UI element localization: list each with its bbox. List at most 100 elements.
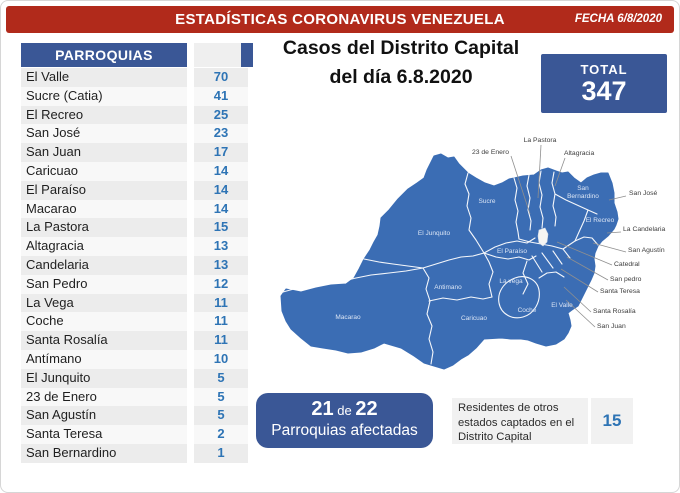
parish-count: 11	[194, 331, 248, 350]
leader-line	[606, 231, 622, 234]
total-value: 347	[581, 76, 627, 106]
map-inside-label: El Paraíso	[497, 248, 527, 255]
map-callout-label: San Agustín	[628, 247, 665, 254]
parish-count: 14	[194, 180, 248, 200]
parish-name: Santa Teresa	[21, 425, 187, 444]
row-gutter	[187, 275, 194, 294]
parish-count: 11	[194, 312, 248, 332]
affected-parishes-box: 21 de 22 Parroquias afectadas	[256, 393, 433, 448]
parish-count: 5	[194, 387, 248, 407]
row-gutter	[187, 143, 194, 162]
parish-count: 2	[194, 425, 248, 444]
parish-count: 14	[194, 161, 248, 181]
table-row: La Pastora 15	[21, 218, 261, 238]
parish-name: La Pastora	[21, 218, 187, 238]
table-row: El Paraíso 14	[21, 180, 261, 200]
parish-count: 5	[194, 406, 248, 426]
parish-name: Santa Rosalía	[21, 331, 187, 350]
map-inside-label: San Bernardino	[567, 185, 599, 200]
parish-count: 5	[194, 368, 248, 388]
map-callout-label: Altagracia	[564, 150, 594, 157]
map-callout-label: Santa Rosalía	[593, 308, 636, 315]
map-inside-label: Sucre	[479, 198, 496, 205]
leader-line	[556, 241, 613, 266]
parish-count: 13	[194, 255, 248, 275]
total-label: TOTAL	[580, 62, 628, 77]
map-inside-label: El Recreo	[586, 217, 615, 224]
map-callout-label: San Juan	[597, 323, 626, 330]
parish-name: San Pedro	[21, 274, 187, 294]
parish-count: 10	[194, 349, 248, 369]
map-inside-label: El Valle	[551, 302, 573, 309]
map-inside-label: La vega	[499, 278, 523, 285]
table-header-gutter	[187, 43, 194, 67]
table-row: Santa Rosalía 11	[21, 331, 261, 350]
header-date: FECHA 6/8/2020	[574, 13, 662, 25]
row-gutter	[187, 237, 194, 256]
parish-count: 41	[194, 86, 248, 106]
map-inside-label: Antimano	[434, 284, 462, 291]
row-gutter	[187, 162, 194, 181]
table-row: Macarao 14	[21, 199, 261, 219]
table-header: PARROQUIAS	[21, 43, 253, 67]
row-gutter	[187, 406, 194, 425]
parish-name: El Junquito	[21, 368, 187, 388]
parish-name: Macarao	[21, 199, 187, 219]
parish-name: Altagracia	[21, 237, 187, 256]
district-map: Sucre El Junquito San Bernardino El Recreo El…	[271, 126, 671, 396]
total-box: TOTAL 347	[541, 54, 667, 113]
map-inside-label: Macarao	[335, 314, 361, 321]
page-title-line2: del día 6.8.2020	[329, 66, 473, 88]
table-row: San Juan 17	[21, 143, 261, 162]
parish-count: 13	[194, 237, 248, 256]
parish-count: 11	[194, 293, 248, 313]
parish-count: 1	[194, 443, 248, 463]
parish-name: 23 de Enero	[21, 387, 187, 407]
leader-line	[510, 155, 531, 215]
row-gutter	[187, 369, 194, 388]
table-header-end-cap	[241, 43, 253, 67]
table-row: San José 23	[21, 124, 261, 144]
affected-count: 21	[311, 398, 334, 420]
table-row: San Bernardino 1	[21, 443, 261, 463]
table-row: Altagracia 13	[21, 237, 261, 256]
row-gutter	[187, 87, 194, 106]
row-gutter	[187, 181, 194, 200]
leader-line	[608, 195, 627, 201]
table-header-label: PARROQUIAS	[21, 43, 187, 67]
parish-count: 25	[194, 105, 248, 125]
affected-of: de	[337, 403, 352, 418]
other-states-count: 15	[591, 398, 633, 444]
map-callout-label: Santa Teresa	[600, 288, 640, 295]
map-landmass	[280, 153, 619, 370]
parish-name: Caricuao	[21, 161, 187, 181]
table-row: Caricuao 14	[21, 161, 261, 181]
parish-count: 12	[194, 274, 248, 294]
map-inside-label: El Junquito	[418, 230, 451, 237]
parish-name: El Recreo	[21, 105, 187, 125]
header-bar: ESTADÍSTICAS CORONAVIRUS VENEZUELA FECHA…	[6, 6, 674, 33]
leader-line	[566, 256, 609, 281]
row-gutter	[187, 388, 194, 407]
row-gutter	[187, 331, 194, 350]
parish-name: El Paraíso	[21, 180, 187, 200]
row-gutter	[187, 200, 194, 219]
table-row: La Vega 11	[21, 293, 261, 313]
map-callout-label: San José	[629, 190, 658, 197]
parish-name: San Juan	[21, 143, 187, 162]
row-gutter	[187, 444, 194, 463]
leader-line	[537, 144, 542, 199]
parish-name: San José	[21, 124, 187, 144]
parish-name: San Agustín	[21, 406, 187, 426]
parish-name: La Vega	[21, 293, 187, 313]
page-title: Casos del Distrito Capital del día 6.8.2…	[263, 34, 539, 92]
table-row: El Valle 70	[21, 68, 261, 87]
catedral-parish-patch	[537, 227, 549, 247]
district-map-svg: Sucre El Junquito San Bernardino El Recreo El…	[280, 137, 666, 370]
other-states-note: Residentes de otros estados captados en …	[452, 398, 588, 444]
row-gutter	[187, 350, 194, 369]
row-gutter	[187, 106, 194, 125]
table-row: Santa Teresa 2	[21, 425, 261, 444]
leader-line	[563, 286, 592, 313]
affected-total: 22	[355, 398, 378, 420]
